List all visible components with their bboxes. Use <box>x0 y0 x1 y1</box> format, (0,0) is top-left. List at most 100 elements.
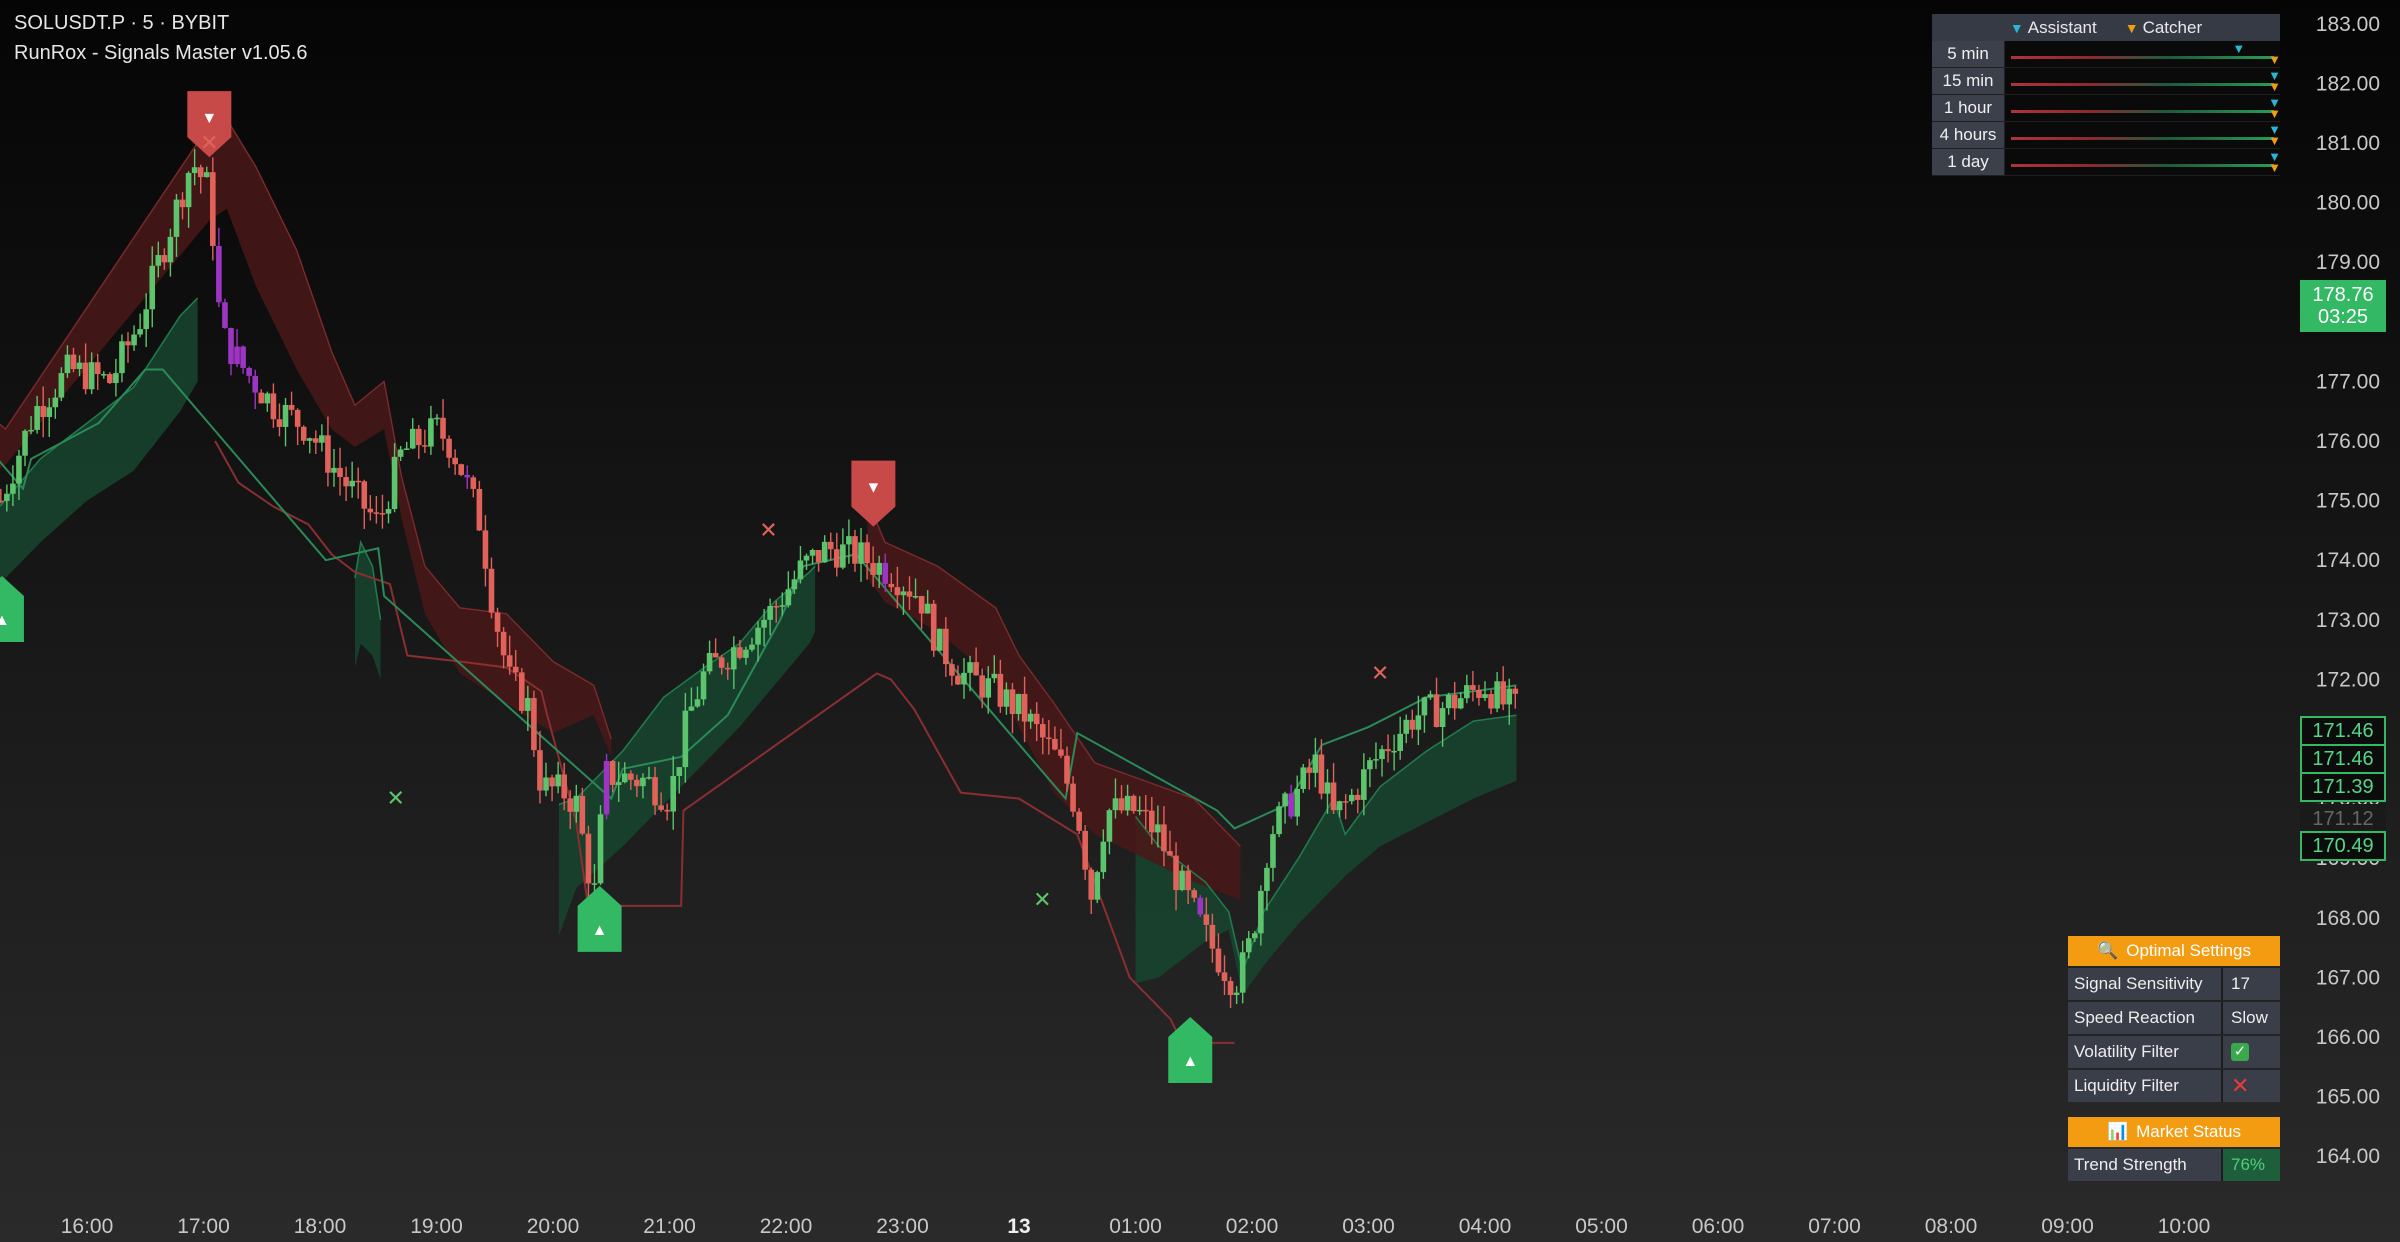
candle-body <box>10 483 16 494</box>
candle-body <box>325 435 331 473</box>
candle-body <box>682 710 689 768</box>
candle-body <box>246 367 252 376</box>
check-icon: ✓ <box>2231 1043 2249 1061</box>
candle-body <box>1282 793 1288 807</box>
candle-body <box>1088 869 1095 900</box>
candle-body <box>549 777 555 787</box>
mtf-timeframe-label: 1 day <box>1932 149 2005 175</box>
candle-body <box>264 393 271 404</box>
catcher-label: Catcher <box>2142 17 2203 37</box>
candle-body <box>1221 972 1228 982</box>
y-tick-label: 173.00 <box>2316 609 2380 632</box>
candle-body <box>724 667 731 670</box>
candle-body <box>749 644 755 650</box>
x-tick-label: 03:00 <box>1342 1215 1395 1238</box>
candle-body <box>1209 924 1216 949</box>
candle-body <box>779 605 786 607</box>
x-tick-label: 07:00 <box>1808 1215 1861 1238</box>
candle-body <box>1470 685 1476 690</box>
candle-body <box>28 429 34 432</box>
candle-body <box>1082 830 1088 870</box>
candle-body <box>240 346 246 368</box>
candle-body <box>991 673 998 679</box>
bear-stop-line <box>214 440 1235 1044</box>
y-tick-label: 168.00 <box>2316 907 2380 930</box>
candle-body <box>270 393 277 420</box>
candle-body <box>852 536 858 564</box>
x-tick-label: 02:00 <box>1226 1215 1279 1238</box>
candle-body <box>1482 694 1488 698</box>
x-tick-label: 05:00 <box>1575 1215 1628 1238</box>
candle-body <box>888 583 895 588</box>
y-tick-label: 182.00 <box>2316 72 2380 95</box>
candle-body <box>397 449 404 457</box>
candle-body <box>512 666 519 673</box>
catcher-marker-icon: ▼ <box>2268 79 2281 94</box>
candle-body <box>0 500 4 503</box>
sell-arrow-icon: ▼ <box>201 110 217 127</box>
candle-body <box>634 779 640 787</box>
candle-body <box>1512 688 1519 694</box>
candle-body <box>1354 794 1361 800</box>
candle-body <box>615 782 622 785</box>
candle-body <box>597 814 604 884</box>
bull-cloud-edge <box>0 297 199 508</box>
settings-key: Liquidity Filter <box>2068 1070 2223 1102</box>
candle-body <box>1427 694 1434 698</box>
candle-body <box>76 362 83 369</box>
candle-body <box>809 549 816 556</box>
candle-body <box>16 455 22 484</box>
mtf-rows: 5 min ▼ ▼ 15 min ▼ ▼ 1 hour ▼ ▼ 4 hours ▼ ▼ 1 day ▼ ▼ <box>1932 41 2281 176</box>
candle-body <box>1197 897 1204 915</box>
candle-body <box>100 374 107 376</box>
candle-body <box>1033 713 1040 725</box>
y-tick-label: 167.00 <box>2316 966 2380 989</box>
settings-value: ✓ <box>2223 1036 2280 1068</box>
candle-body <box>349 480 355 487</box>
candle-body <box>967 662 973 673</box>
candle-body <box>452 457 458 465</box>
candle-body <box>591 883 598 885</box>
candle-body <box>621 773 628 783</box>
candle-body <box>1142 809 1149 812</box>
candle-body <box>337 467 343 478</box>
candle-body <box>1264 867 1270 891</box>
countdown-tag: 03:25 <box>2300 302 2386 332</box>
mtf-header: ▼ Assistant ▼ Catcher <box>1932 14 2280 41</box>
mtf-bar: ▼ ▼ <box>2005 41 2281 67</box>
candle-body <box>567 798 574 812</box>
candle-body <box>773 606 780 608</box>
y-tick-label: 174.00 <box>2316 549 2380 572</box>
candle-body <box>4 493 10 501</box>
assistant-marker-icon: ▼ <box>2268 68 2281 83</box>
candle-body <box>603 761 610 815</box>
level-tag: 171.12 <box>2300 804 2386 834</box>
candle-body <box>1136 809 1143 812</box>
candle-body <box>973 662 979 676</box>
candle-body <box>743 649 749 658</box>
settings-row: Liquidity Filter ✕ <box>2068 1070 2280 1102</box>
buy-arrow-icon: ▲ <box>1182 1053 1198 1070</box>
candle-body <box>894 587 901 596</box>
candle-body <box>1185 870 1191 891</box>
candle-body <box>494 612 501 632</box>
triangle-down-icon: ▼ <box>2009 19 2024 36</box>
candle-body <box>694 699 701 707</box>
candle-body <box>1348 794 1355 802</box>
candle-body <box>900 591 907 596</box>
x-tick-label: 13 <box>1007 1215 1030 1238</box>
x-tick-label: 06:00 <box>1692 1215 1745 1238</box>
candle-body <box>1367 760 1373 770</box>
candle-body <box>216 245 222 303</box>
candle-body <box>712 653 719 658</box>
candle-body <box>276 419 283 427</box>
candle-body <box>391 456 398 510</box>
bull-cloud <box>1135 715 1517 996</box>
candle-body <box>173 199 180 237</box>
y-tick-label: 181.00 <box>2316 132 2380 155</box>
market-status-panel: 📊 Market Status Trend Strength 76% <box>2068 1117 2280 1183</box>
level-tag: 171.46 <box>2300 716 2386 746</box>
candle-body <box>1021 693 1028 722</box>
x-tick-label: 17:00 <box>177 1215 230 1238</box>
